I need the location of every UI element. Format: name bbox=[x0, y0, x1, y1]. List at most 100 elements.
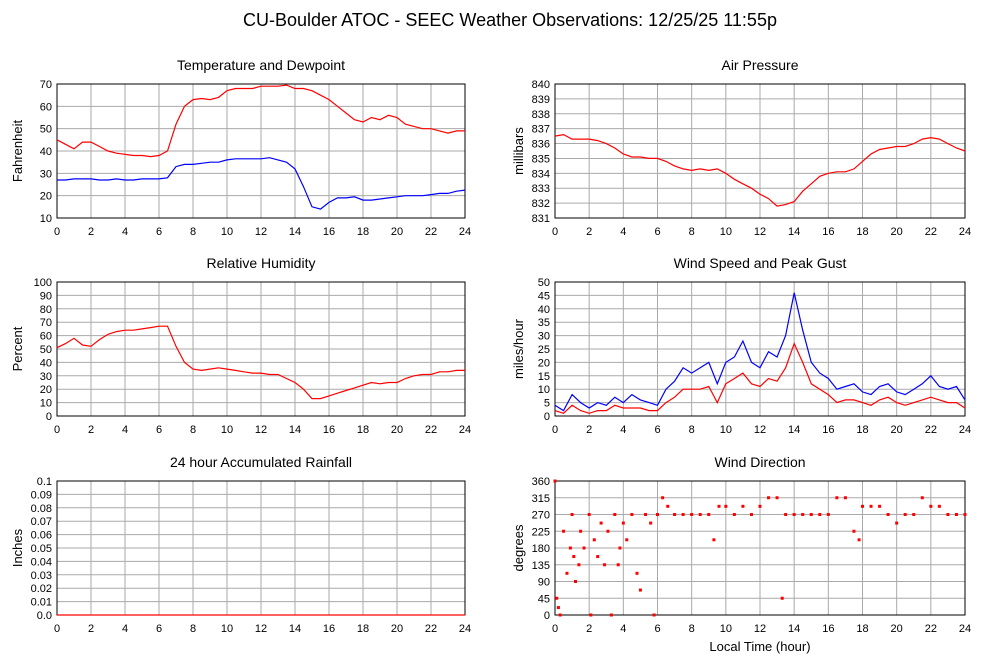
x-tick-label: 14 bbox=[289, 623, 301, 635]
data-point bbox=[599, 521, 603, 525]
data-line bbox=[554, 133, 966, 207]
x-tick-label: 22 bbox=[925, 226, 937, 238]
x-tick-label: 24 bbox=[459, 623, 471, 635]
y-tick-label: 90 bbox=[538, 577, 550, 589]
x-tick-label: 14 bbox=[788, 424, 800, 436]
x-tick-label: 24 bbox=[459, 226, 471, 238]
y-tick-label: 0.09 bbox=[31, 489, 52, 501]
x-axis-label: Local Time (hour) bbox=[709, 639, 810, 654]
x-tick-label: 22 bbox=[425, 623, 437, 635]
x-tick-label: 18 bbox=[856, 424, 868, 436]
data-point bbox=[577, 563, 581, 567]
x-tick-label: 14 bbox=[788, 623, 800, 635]
data-point bbox=[801, 513, 805, 516]
y-tick-label: 90 bbox=[40, 290, 52, 302]
chart-title: Wind Direction bbox=[714, 454, 805, 470]
x-tick-label: 22 bbox=[425, 226, 437, 238]
chart-title: Air Pressure bbox=[721, 57, 798, 73]
data-point bbox=[852, 529, 856, 533]
x-tick-label: 16 bbox=[323, 424, 335, 436]
x-tick-label: 2 bbox=[586, 226, 592, 238]
data-point bbox=[606, 529, 610, 533]
x-tick-label: 16 bbox=[323, 623, 335, 635]
x-tick-label: 8 bbox=[689, 623, 695, 635]
data-point bbox=[562, 529, 566, 533]
y-tick-label: 0.02 bbox=[31, 583, 52, 595]
y-tick-label: 360 bbox=[532, 476, 550, 488]
x-tick-label: 22 bbox=[425, 424, 437, 436]
data-point bbox=[596, 555, 600, 559]
data-point bbox=[625, 538, 629, 542]
x-tick-label: 20 bbox=[891, 623, 903, 635]
data-point bbox=[553, 479, 557, 483]
x-tick-label: 2 bbox=[586, 424, 592, 436]
x-tick-label: 2 bbox=[88, 226, 94, 238]
y-tick-label: 20 bbox=[40, 191, 52, 203]
data-point bbox=[929, 504, 933, 508]
x-tick-label: 6 bbox=[654, 226, 660, 238]
x-tick-label: 18 bbox=[357, 424, 369, 436]
data-point bbox=[555, 596, 559, 600]
x-tick-label: 8 bbox=[190, 226, 196, 238]
x-tick-label: 8 bbox=[190, 623, 196, 635]
data-point bbox=[780, 596, 784, 600]
y-tick-label: 10 bbox=[538, 384, 550, 396]
data-point bbox=[937, 504, 941, 508]
x-tick-label: 16 bbox=[822, 424, 834, 436]
data-line bbox=[554, 341, 966, 414]
data-point bbox=[609, 613, 613, 617]
data-point bbox=[582, 546, 586, 550]
data-point bbox=[835, 496, 839, 500]
x-tick-label: 20 bbox=[391, 424, 403, 436]
data-line bbox=[56, 325, 465, 400]
y-tick-label: 0.04 bbox=[31, 556, 52, 568]
x-tick-label: 10 bbox=[221, 424, 233, 436]
data-point bbox=[556, 606, 560, 610]
x-tick-label: 10 bbox=[221, 226, 233, 238]
y-tick-label: 0.05 bbox=[31, 543, 52, 555]
y-tick-label: 40 bbox=[538, 304, 550, 316]
data-point bbox=[618, 546, 622, 550]
y-tick-label: 45 bbox=[538, 593, 550, 605]
plot-frame bbox=[56, 83, 466, 219]
y-tick-label: 25 bbox=[538, 344, 550, 356]
x-tick-label: 10 bbox=[720, 424, 732, 436]
y-tick-label: 270 bbox=[532, 510, 550, 522]
y-axis-label: Percent bbox=[10, 326, 25, 371]
x-tick-label: 6 bbox=[156, 226, 162, 238]
data-point bbox=[649, 521, 653, 525]
x-tick-label: 2 bbox=[88, 424, 94, 436]
y-tick-label: 833 bbox=[532, 183, 550, 195]
y-tick-label: 180 bbox=[532, 543, 550, 555]
y-tick-label: 832 bbox=[532, 198, 550, 210]
data-point bbox=[869, 504, 873, 508]
y-tick-label: 0.06 bbox=[31, 530, 52, 542]
x-tick-label: 10 bbox=[720, 623, 732, 635]
data-point bbox=[707, 513, 711, 516]
chart-title: Relative Humidity bbox=[207, 255, 316, 271]
data-point bbox=[784, 513, 788, 516]
y-tick-label: 50 bbox=[538, 277, 550, 289]
y-tick-label: 30 bbox=[40, 371, 52, 383]
x-tick-label: 0 bbox=[552, 424, 558, 436]
data-point bbox=[635, 571, 639, 575]
data-line bbox=[554, 292, 966, 412]
x-tick-label: 20 bbox=[891, 226, 903, 238]
y-tick-label: 30 bbox=[538, 331, 550, 343]
y-tick-label: 20 bbox=[538, 357, 550, 369]
x-tick-label: 14 bbox=[289, 424, 301, 436]
x-tick-label: 10 bbox=[221, 623, 233, 635]
x-tick-label: 6 bbox=[156, 424, 162, 436]
x-tick-label: 0 bbox=[552, 623, 558, 635]
data-point bbox=[749, 513, 753, 516]
x-tick-label: 4 bbox=[122, 424, 128, 436]
x-tick-label: 0 bbox=[54, 623, 60, 635]
data-point bbox=[912, 513, 916, 516]
data-point bbox=[712, 538, 716, 542]
x-tick-label: 20 bbox=[891, 424, 903, 436]
x-tick-label: 8 bbox=[190, 424, 196, 436]
x-tick-label: 4 bbox=[122, 226, 128, 238]
data-point bbox=[656, 513, 659, 516]
